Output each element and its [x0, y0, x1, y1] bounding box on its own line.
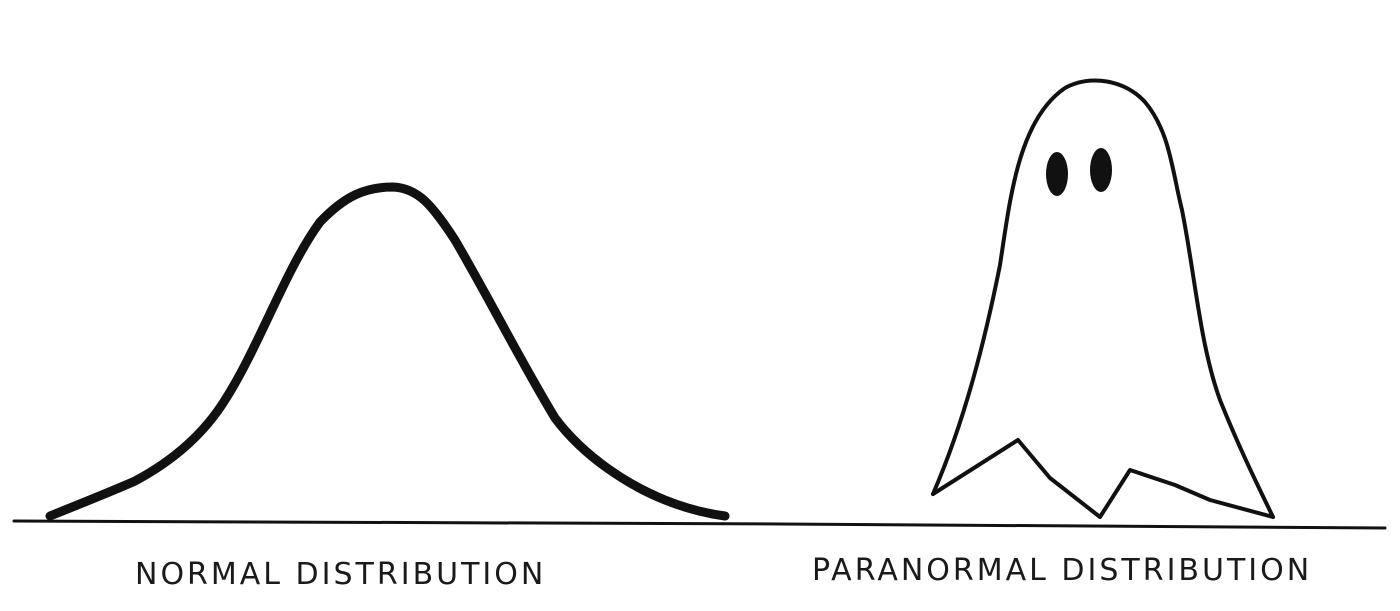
ghost-right-eye — [1090, 148, 1112, 192]
baseline-right — [778, 522, 1387, 530]
paranormal-distribution-caption: PARANORMAL DISTRIBUTION — [812, 553, 1312, 588]
ghost-hem — [931, 438, 1275, 519]
normal-distribution-panel: NORMAL DISTRIBUTION — [12, 182, 782, 592]
normal-distribution-caption: NORMAL DISTRIBUTION — [135, 557, 546, 592]
ghost-left-eye — [1046, 152, 1068, 196]
ghost-body — [931, 78, 1275, 519]
baseline-left — [12, 519, 782, 526]
paranormal-distribution-panel: PARANORMAL DISTRIBUTION — [778, 78, 1387, 588]
bell-curve — [45, 182, 730, 521]
